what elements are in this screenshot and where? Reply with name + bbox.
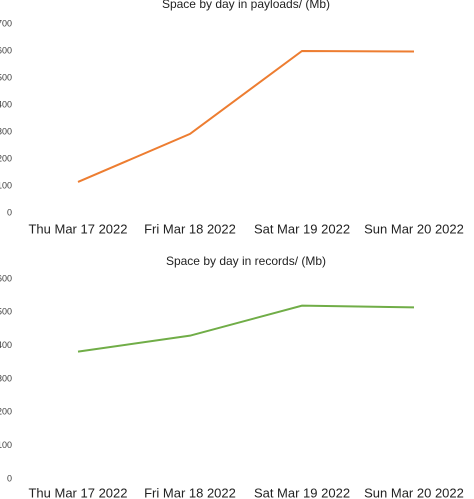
y-tick-label: 400 <box>0 99 12 109</box>
y-tick-label: 700 <box>0 18 12 28</box>
y-tick-label: 600 <box>0 45 12 55</box>
x-tick-label: Fri Mar 18 2022 <box>144 485 236 499</box>
y-tick-label: 200 <box>0 407 12 417</box>
y-tick-label: 300 <box>0 126 12 136</box>
x-tick-label: Sun Mar 20 2022 <box>364 485 464 499</box>
x-tick-label: Sun Mar 20 2022 <box>364 221 464 236</box>
y-tick-label: 100 <box>0 180 12 190</box>
x-tick-label: Sat Mar 19 2022 <box>254 221 350 236</box>
chart-title: Space by day in payloads/ (Mb) <box>162 0 330 11</box>
x-tick-label: Fri Mar 18 2022 <box>144 221 236 236</box>
x-tick-label: Thu Mar 17 2022 <box>28 221 127 236</box>
x-tick-label: Sat Mar 19 2022 <box>254 485 350 499</box>
y-tick-label: 0 <box>7 473 12 483</box>
data-line <box>77 49 415 183</box>
y-tick-label: 300 <box>0 373 12 383</box>
y-tick-label: 600 <box>0 273 12 283</box>
y-tick-label: 500 <box>0 307 12 317</box>
y-tick-label: 500 <box>0 72 12 82</box>
y-tick-label: 100 <box>0 440 12 450</box>
x-tick-label: Thu Mar 17 2022 <box>28 485 127 499</box>
y-tick-label: 200 <box>0 153 12 163</box>
chart-title: Space by day in records/ (Mb) <box>166 254 326 268</box>
data-line <box>77 304 415 353</box>
y-tick-label: 400 <box>0 340 12 350</box>
y-tick-label: 0 <box>7 207 12 217</box>
